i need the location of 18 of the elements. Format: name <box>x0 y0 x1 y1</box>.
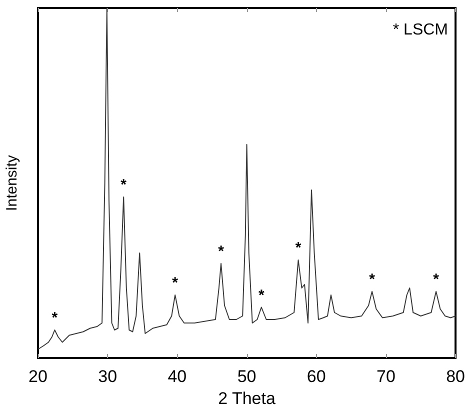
x-tick-label: 80 <box>446 367 466 386</box>
annotation: * <box>172 274 178 292</box>
annotation: * <box>120 176 127 194</box>
annotation: * <box>433 271 440 288</box>
annotation: * <box>295 240 302 256</box>
x-tick-label: 70 <box>376 367 396 386</box>
y-axis-title: Intensity <box>4 154 20 211</box>
x-tick-label: 30 <box>98 367 118 386</box>
annotation: * <box>52 310 58 326</box>
x-tick-label: 20 <box>28 367 48 386</box>
annotation: * <box>218 243 224 260</box>
x-tick-label: 60 <box>306 367 326 386</box>
x-tick-label: 50 <box>237 367 256 386</box>
annotation: * LSCM <box>392 22 448 38</box>
x-axis-title: 2 Theta <box>218 389 276 408</box>
x-tick-label: 40 <box>168 367 187 386</box>
annotation: * <box>369 271 376 288</box>
annotation: * <box>258 286 264 304</box>
